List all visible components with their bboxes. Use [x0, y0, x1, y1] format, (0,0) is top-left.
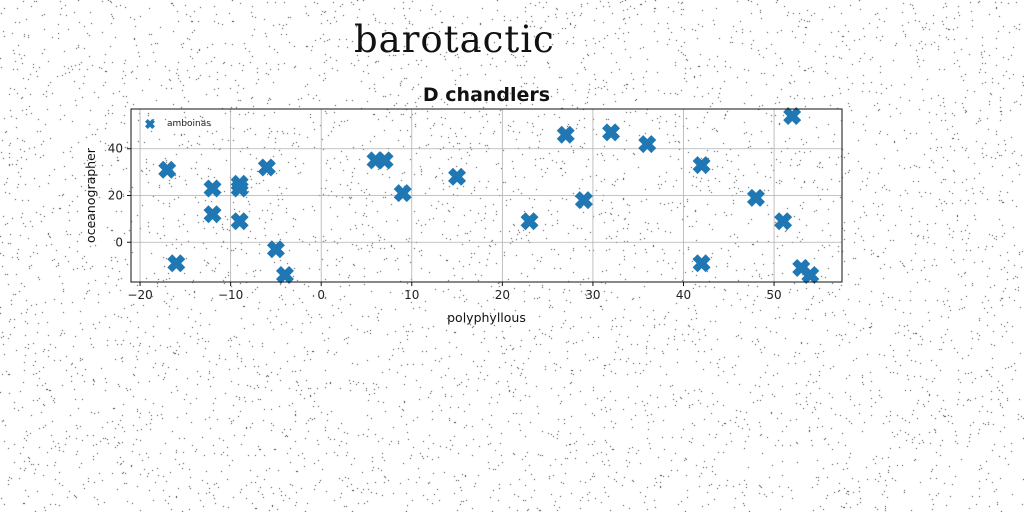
data-point-marker: [230, 212, 249, 231]
data-point-marker: [556, 125, 575, 144]
data-point-marker: [448, 167, 467, 186]
x-axis-label: polyphyllous: [447, 310, 526, 325]
x-tick-label: 40: [676, 288, 691, 302]
legend-label: amboinas: [167, 119, 211, 129]
data-point-marker: [638, 135, 657, 154]
data-point-marker: [275, 265, 294, 284]
page-title: barotactic: [354, 18, 555, 61]
data-markers: [158, 107, 820, 284]
data-point-marker: [692, 156, 711, 175]
x-tick-label: −20: [127, 288, 152, 302]
data-point-marker: [167, 254, 186, 273]
y-tick-label: 0: [115, 235, 123, 249]
data-point-marker: [783, 107, 802, 126]
x-tick-label: 50: [766, 288, 781, 302]
x-tick-label: 30: [585, 288, 600, 302]
legend: amboinas: [145, 119, 211, 129]
data-point-marker: [520, 212, 539, 231]
data-point-marker: [746, 188, 765, 207]
data-point-marker: [393, 184, 412, 203]
data-point-marker: [158, 160, 177, 179]
data-point-marker: [203, 179, 222, 198]
data-point-marker: [203, 205, 222, 224]
data-point-marker: [602, 123, 621, 142]
x-tick-label: 0: [317, 288, 325, 302]
x-tick-label: 10: [404, 288, 419, 302]
data-point-marker: [375, 151, 394, 170]
legend-marker-icon: [145, 119, 155, 129]
axis-ticks: −20 −10 0 10 20 30 40 50 0 20 40: [108, 142, 782, 302]
data-point-marker: [774, 212, 793, 231]
data-point-marker: [257, 158, 276, 177]
grid-lines: [131, 109, 842, 282]
x-tick-label: −10: [218, 288, 243, 302]
data-point-marker: [266, 240, 285, 259]
data-point-marker: [801, 265, 820, 284]
y-tick-label: 20: [108, 189, 123, 203]
data-point-marker: [692, 254, 711, 273]
x-tick-label: 20: [495, 288, 510, 302]
legend-x-marker: [145, 119, 155, 129]
data-point-marker: [230, 179, 249, 198]
data-point-marker: [574, 191, 593, 210]
y-tick-label: 40: [108, 142, 123, 156]
chart-title: D chandlers: [423, 84, 550, 106]
y-axis-label: oceanographer: [83, 147, 98, 243]
